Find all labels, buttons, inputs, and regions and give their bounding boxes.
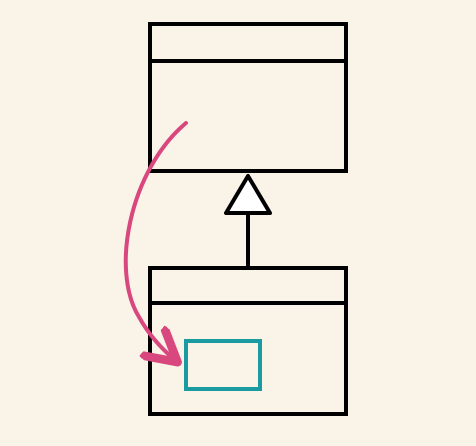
inheritance-arrow	[224, 174, 272, 268]
superclass-box	[148, 22, 348, 173]
inheritance-triangle	[224, 174, 272, 215]
inheritance-flow-arrow	[123, 121, 188, 360]
highlighted-member	[184, 339, 262, 391]
